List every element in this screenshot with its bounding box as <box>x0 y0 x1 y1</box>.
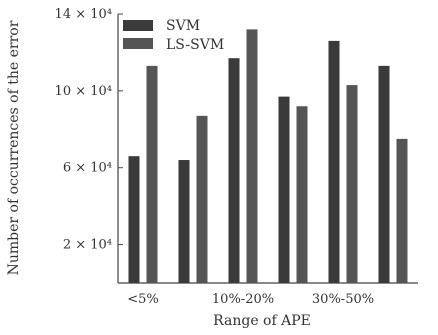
plot-area <box>117 14 418 284</box>
legend-swatch-svm <box>123 20 153 31</box>
bar-ls-svm-2 <box>196 115 208 283</box>
x-tick-label: 30%-50% <box>312 292 374 307</box>
bars-group <box>128 29 408 284</box>
bar-ls-svm-1 <box>146 65 158 283</box>
bar-svm-6 <box>378 65 390 283</box>
x-tick-label: <5% <box>127 292 159 307</box>
legend-label-ls-svm: LS-SVM <box>166 37 224 53</box>
bar-ls-svm-4 <box>296 106 308 283</box>
y-tick-label: 6 × 10⁴ <box>63 161 112 176</box>
legend-swatch-ls-svm <box>123 38 153 49</box>
bar-svm-4 <box>278 96 290 283</box>
x-axis-ticks: <5% 10%-20% 30%-50% <box>127 292 374 307</box>
bar-svm-5 <box>328 40 340 284</box>
bar-svm-2 <box>178 160 190 283</box>
y-tick-label: 2 × 10⁴ <box>63 238 112 253</box>
bar-svm-1 <box>128 156 140 283</box>
bar-ls-svm-5 <box>346 85 358 283</box>
x-tick-label: 10%-20% <box>212 292 274 307</box>
legend: SVM LS-SVM <box>123 18 224 53</box>
x-axis-title: Range of APE <box>213 313 311 329</box>
bar-ls-svm-6 <box>396 138 408 283</box>
y-tick-label: 10 × 10⁴ <box>55 84 112 99</box>
bar-svm-3 <box>228 58 240 283</box>
y-tick-label: 14 × 10⁴ <box>55 7 112 22</box>
bar-ls-svm-3 <box>246 29 258 283</box>
y-axis-title: Number of occurrences of the error <box>6 20 22 275</box>
legend-label-svm: SVM <box>166 18 200 34</box>
y-axis-ticks: 2 × 10⁴ 6 × 10⁴ 10 × 10⁴ 14 × 10⁴ <box>55 7 123 253</box>
